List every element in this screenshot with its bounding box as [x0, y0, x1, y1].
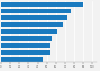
Bar — [1, 36, 52, 41]
Bar — [1, 22, 63, 27]
Bar — [1, 50, 50, 55]
Bar — [1, 2, 83, 7]
Bar — [1, 9, 71, 13]
Bar — [1, 43, 50, 48]
Bar — [1, 29, 57, 34]
Bar — [1, 15, 67, 20]
Bar — [1, 57, 43, 61]
